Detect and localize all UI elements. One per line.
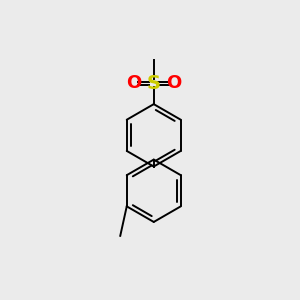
Text: O: O [166, 74, 181, 92]
Text: S: S [147, 74, 161, 93]
Text: O: O [127, 74, 142, 92]
